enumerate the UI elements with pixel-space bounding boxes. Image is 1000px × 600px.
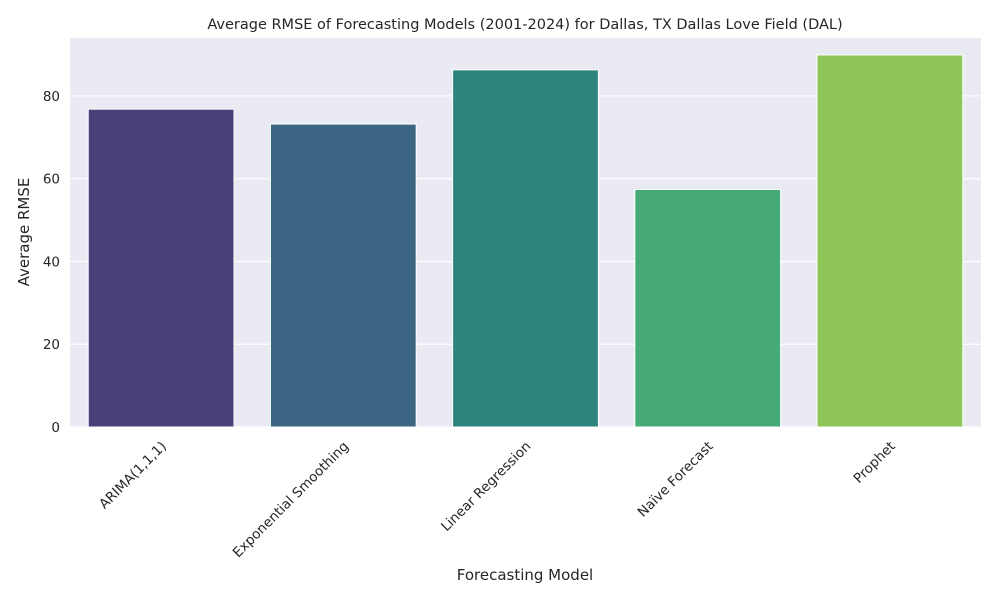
x-tick-label: Prophet bbox=[851, 439, 899, 487]
y-tick-label: 60 bbox=[43, 172, 60, 188]
bar-na-ve-forecast bbox=[634, 188, 782, 428]
x-tick-label: Naïve Forecast bbox=[635, 439, 717, 521]
x-axis-label: Forecasting Model bbox=[457, 566, 593, 584]
y-tick-labels: 0 20 40 60 80 bbox=[43, 89, 60, 436]
bar-exponential-smoothing bbox=[269, 123, 417, 428]
y-tick-label: 40 bbox=[43, 254, 60, 270]
chart-title: Average RMSE of Forecasting Models (2001… bbox=[207, 17, 842, 33]
x-tick-label: Linear Regression bbox=[438, 439, 534, 535]
x-tick-labels: ARIMA(1,1,1) Exponential Smoothing Linear … bbox=[96, 439, 899, 561]
bar-prophet bbox=[816, 54, 964, 428]
y-tick-label: 80 bbox=[43, 89, 60, 105]
bars bbox=[87, 54, 964, 428]
y-tick-label: 20 bbox=[43, 337, 60, 353]
bar-arima-1-1-1 bbox=[87, 108, 235, 428]
y-tick-label: 0 bbox=[51, 420, 60, 436]
bar-linear-regression bbox=[452, 69, 599, 428]
y-axis-label: Average RMSE bbox=[15, 178, 33, 287]
x-tick-label: Exponential Smoothing bbox=[230, 439, 352, 561]
x-tick-label: ARIMA(1,1,1) bbox=[96, 439, 170, 513]
